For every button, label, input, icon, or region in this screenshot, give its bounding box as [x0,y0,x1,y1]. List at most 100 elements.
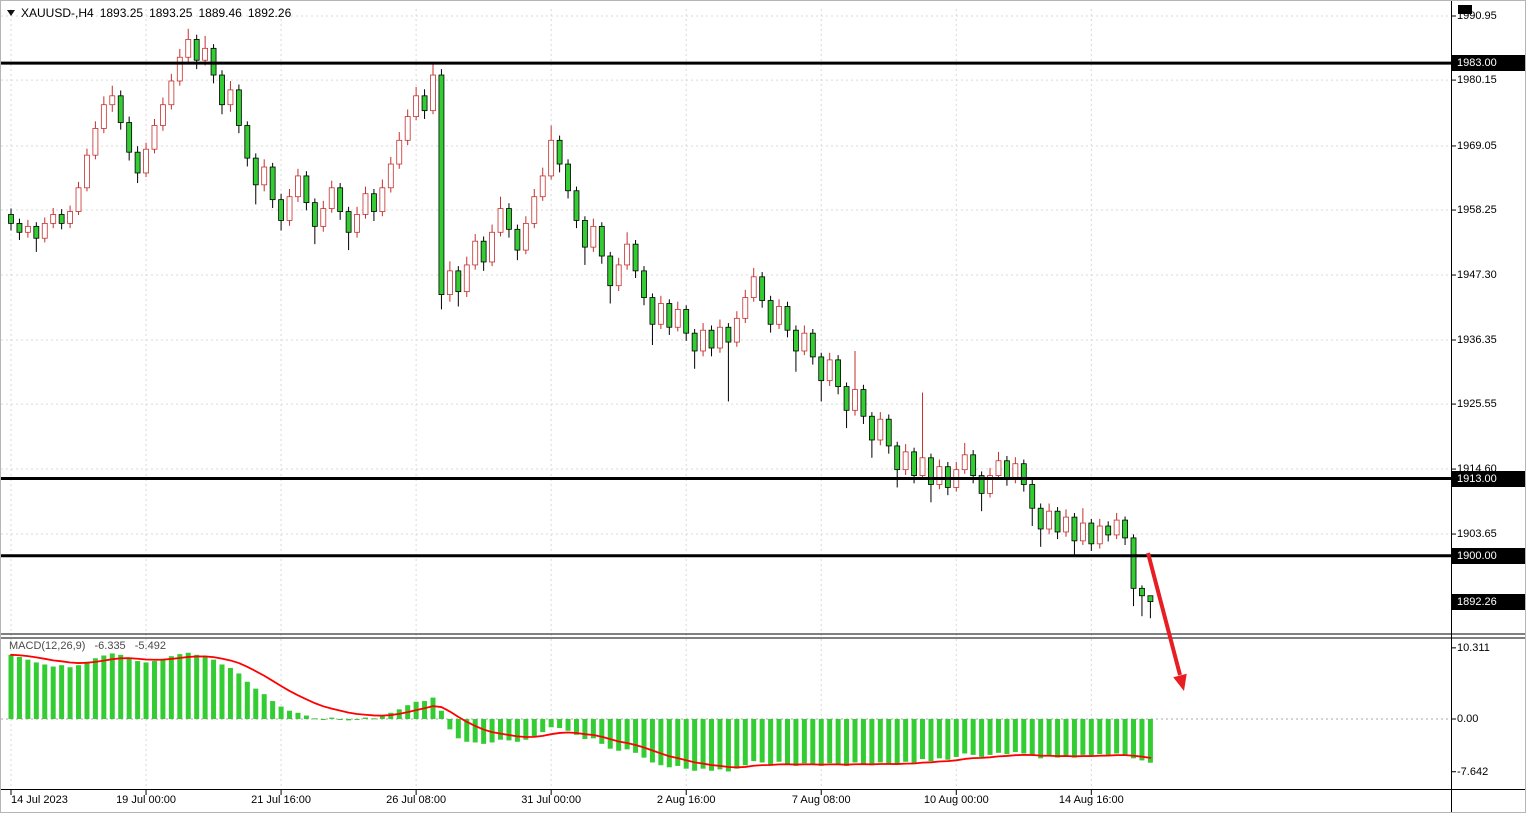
candle [219,74,225,106]
candle [185,39,192,58]
candle [1071,516,1078,542]
window-corner-marker [1458,5,1472,14]
candle [168,80,175,106]
candle [700,329,706,352]
candle [666,303,673,328]
candle [362,193,369,215]
macd-histogram-bar [658,719,664,766]
macd-histogram-bar [683,719,689,769]
candle [371,193,377,212]
candle [1054,510,1061,533]
candle [615,264,622,287]
macd-histogram-bar [362,717,368,719]
macd-histogram-bar [928,719,934,762]
candle [41,222,48,239]
candle [514,228,521,251]
candle [320,208,327,227]
macd-histogram-bar [270,701,276,719]
candle [1130,537,1137,589]
macd-histogram-bar [894,719,900,765]
macd-name: MACD(12,26,9) [9,640,86,652]
macd-histogram-bar [751,719,757,762]
price-axis-label: 1958.25 [1457,204,1497,217]
macd-histogram-bar [692,719,698,771]
candle [328,187,335,209]
candle [100,104,107,129]
candle [269,166,276,201]
candle [632,243,639,272]
candle [1139,587,1145,597]
price-axis[interactable]: 1990.95 1980.15 1969.05 1958.25 1947.30 1936.… [1451,1,1525,812]
candle [1147,595,1154,603]
macd-histogram-bar [118,654,124,719]
candle [742,297,749,319]
candle [725,326,732,343]
candle [995,460,1002,476]
candle [160,104,166,126]
candle [252,157,259,186]
candle [1079,522,1086,542]
candle [67,211,73,224]
macd-histogram-bar [295,712,301,719]
macd-histogram-bar [514,719,520,742]
macd-histogram-bar [810,719,816,765]
candle [522,222,529,251]
macd-histogram-bar [1071,719,1077,758]
candle [641,270,647,298]
time-axis-label: 2 Aug 16:00 [656,794,716,806]
macd-histogram-bar [1055,719,1061,758]
candle [582,220,588,248]
candle [354,214,360,233]
macd-histogram-bar [709,719,715,771]
price-axis-label: 1925.55 [1457,398,1497,411]
candle [548,139,555,177]
macd-histogram-bar [481,719,487,744]
candle [894,445,901,471]
macd-histogram-bar [759,719,765,763]
candle [691,332,698,352]
macd-histogram-bar [860,719,866,764]
macd-histogram-bar [143,662,149,719]
macd-histogram-bar [1147,719,1153,763]
macd-histogram-bar [844,719,850,766]
macd-axis-label: -7.642 [1457,765,1489,778]
time-axis[interactable]: 14 Jul 2023 19 Jul 00:00 21 Jul 16:00 26 Ju… [1,790,1451,812]
macd-histogram-bar [784,719,790,764]
macd-histogram-bar [945,719,951,760]
price-axis-label: 1903.65 [1457,528,1497,541]
candle [801,332,808,352]
candle [539,175,546,198]
candle [1012,463,1019,479]
macd-histogram-bar [329,717,335,719]
macd-histogram-bar [582,719,588,740]
candle [75,187,82,212]
candle [852,389,858,411]
candle [1122,519,1128,539]
time-axis-label: 21 Jul 16:00 [251,794,312,806]
macd-histogram-bar [793,719,799,766]
candle [885,418,892,447]
macd-histogram-bar [67,667,73,719]
macd-histogram-bar [953,719,959,757]
candle [911,451,917,476]
macd-histogram-bar [1029,719,1035,756]
candle [657,303,664,325]
candle [396,139,403,165]
candle [708,329,715,349]
macd-histogram-bar [438,710,444,719]
macd-histogram-bar [346,719,352,721]
candle [784,306,791,331]
macd-histogram-bar [109,653,115,719]
current-price-box: 1892.26 [1452,593,1525,610]
macd-histogram-bar [987,719,993,755]
candle [421,95,428,112]
macd-histogram-bar [852,719,858,763]
macd-histogram-bar [194,654,200,719]
macd-histogram-bar [506,719,512,741]
macd-histogram-bar [776,719,782,762]
triangle-down-icon [7,10,15,16]
macd-histogram-bar [455,719,461,739]
macd-histogram-bar [92,658,98,719]
candle [193,39,200,61]
